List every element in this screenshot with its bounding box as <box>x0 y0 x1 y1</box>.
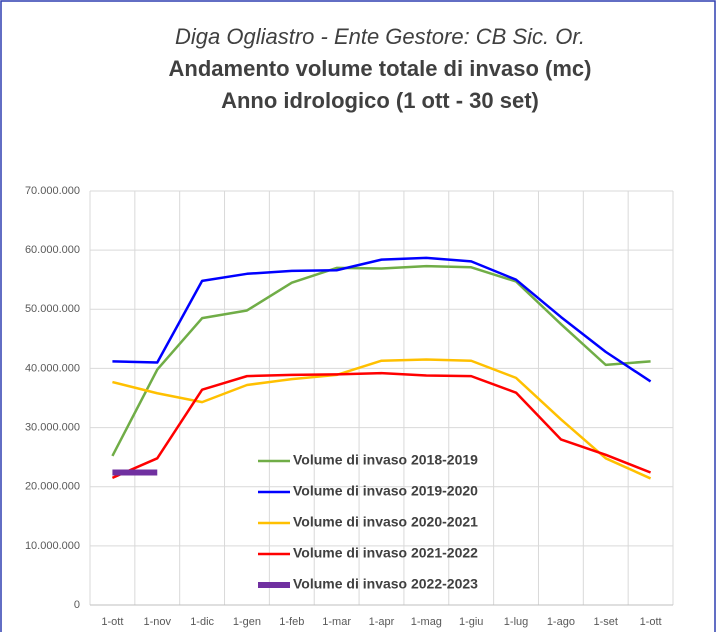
series-line <box>112 256 652 383</box>
y-tick-label: 50.000.000 <box>25 303 80 315</box>
legend-label: Volume di invaso 2022-2023 <box>293 576 478 592</box>
legend-label: Volume di invaso 2019-2020 <box>293 483 478 499</box>
x-tick-label: 1-feb <box>279 616 304 628</box>
y-tick-label: 60.000.000 <box>25 244 80 256</box>
x-tick-label: 1-nov <box>144 616 172 628</box>
legend-label: Volume di invaso 2018-2019 <box>293 452 478 468</box>
legend-label: Volume di invaso 2021-2022 <box>293 545 478 561</box>
x-tick-label: 1-ott <box>101 616 123 628</box>
x-tick-label: 1-giu <box>459 616 483 628</box>
x-tick-label: 1-set <box>593 616 617 628</box>
series-line <box>111 264 651 457</box>
y-tick-label: 20.000.000 <box>25 481 80 493</box>
chart-subtitle: Andamento volume totale di invaso (mc) <box>169 56 592 81</box>
x-tick-label: 1-ott <box>640 616 662 628</box>
series-line <box>111 371 652 479</box>
chart-title: Diga Ogliastro - Ente Gestore: CB Sic. O… <box>175 24 585 49</box>
y-tick-label: 30.000.000 <box>25 421 80 433</box>
x-tick-label: 1-lug <box>504 616 528 628</box>
x-tick-label: 1-dic <box>190 616 214 628</box>
y-tick-label: 70.000.000 <box>25 185 80 197</box>
legend-label: Volume di invaso 2020-2021 <box>293 514 478 530</box>
y-tick-label: 0 <box>74 599 80 611</box>
chart-subtitle: Anno idrologico (1 ott - 30 set) <box>221 88 539 113</box>
x-tick-label: 1-ago <box>547 616 575 628</box>
y-tick-label: 40.000.000 <box>25 362 80 374</box>
x-tick-label: 1-mag <box>411 616 442 628</box>
x-tick-label: 1-gen <box>233 616 261 628</box>
x-tick-label: 1-mar <box>322 616 351 628</box>
series-line <box>112 358 652 480</box>
y-tick-label: 10.000.000 <box>25 540 80 552</box>
x-tick-label: 1-apr <box>369 616 395 628</box>
